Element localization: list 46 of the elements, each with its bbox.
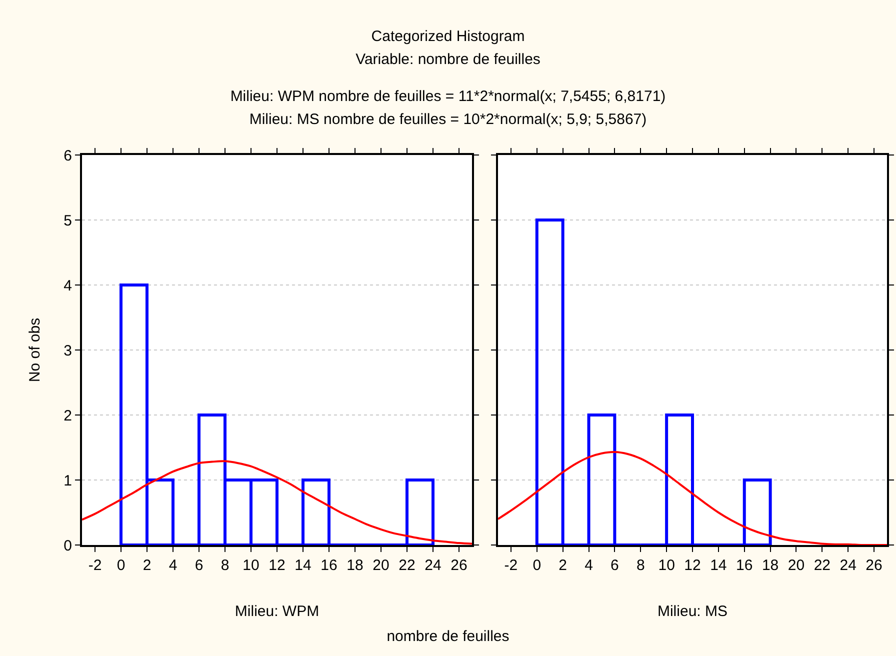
chart-title: Categorized Histogram — [370, 28, 526, 45]
y-tick-label: 3 — [64, 342, 72, 360]
x-tick-label: 26 — [866, 557, 882, 574]
text: Milieu: MS nombre de feuilles = 10*2*normal(x; 5,9; 5,5867) — [248, 111, 648, 128]
x-tick-label: 8 — [636, 557, 645, 574]
x-tick-label: -2 — [504, 557, 518, 574]
x-tick-label: 16 — [736, 557, 753, 574]
x-tick-label: 12 — [684, 557, 701, 574]
x-tick-label: 18 — [762, 557, 779, 574]
x-tick-label: 20 — [372, 557, 390, 574]
line-series — [82, 460, 472, 545]
x-tick-label: 0 — [116, 557, 126, 574]
y-tick-label: 4 — [64, 277, 72, 294]
x-tick-label: 6 — [610, 557, 619, 574]
x-tick-label: 4 — [584, 557, 593, 574]
x-tick-label: 8 — [220, 557, 230, 574]
x-tick-label: 24 — [424, 557, 442, 574]
x-axis-title: Milieu: WPM — [234, 603, 320, 620]
x-tick-label: 22 — [398, 557, 416, 574]
y-tick-label: 2 — [64, 407, 72, 424]
x-tick-label: 24 — [840, 557, 856, 574]
x-tick-label: 2 — [142, 557, 152, 574]
x-tick-label: 0 — [532, 557, 542, 574]
x-tick-label: 12 — [268, 557, 286, 574]
x-tick-label: 26 — [450, 557, 468, 574]
x-tick-label: 6 — [194, 557, 204, 574]
x-tick-label: 4 — [168, 557, 178, 574]
y-tick-label: 5 — [64, 212, 72, 230]
x-axis-title: Milieu: MS — [657, 603, 728, 620]
x-tick-label: -2 — [88, 557, 102, 574]
y-tick-label: 1 — [64, 472, 72, 490]
x-tick-label: 14 — [710, 557, 727, 574]
x-tick-label: 14 — [294, 557, 312, 574]
x-tick-label: 20 — [788, 557, 805, 574]
x-tick-label: 18 — [346, 557, 364, 574]
text: nombre de feuilles — [386, 628, 510, 645]
y-axis-title: No of obs — [26, 318, 44, 382]
x-tick-label: 16 — [320, 557, 338, 574]
chart-subtitle: Variable: nombre de feuilles — [354, 51, 542, 68]
x-tick-label: 10 — [658, 557, 675, 574]
text: Milieu: WPM nombre de feuilles = 11*2*normal(x; 7,5455; 6,8171) — [229, 88, 667, 105]
x-tick-label: 22 — [814, 557, 831, 574]
y-tick-label: 0 — [64, 537, 72, 554]
x-tick-label: 10 — [242, 557, 260, 574]
x-tick-label: 2 — [558, 557, 567, 574]
y-tick-label: 6 — [64, 147, 72, 164]
